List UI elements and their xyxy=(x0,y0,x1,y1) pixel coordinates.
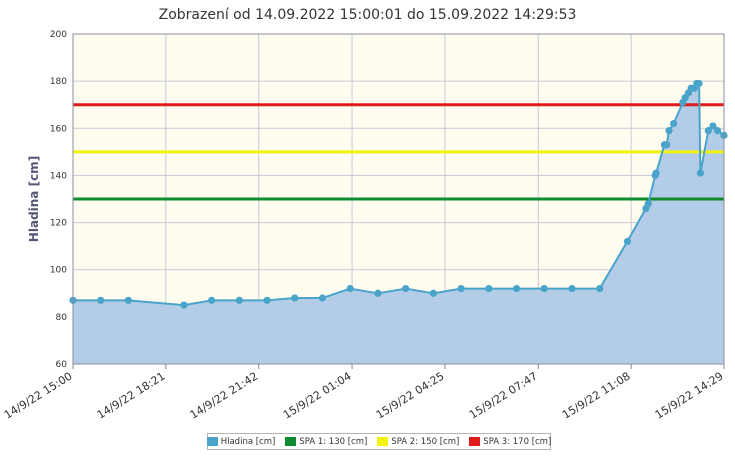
legend-swatch xyxy=(377,437,389,446)
data-point xyxy=(623,237,632,246)
data-point xyxy=(291,294,299,302)
x-tick-label: 15/9/22 04:25 xyxy=(374,370,447,422)
legend: Hladina [cm] SPA 1: 130 [cm] SPA 2: 150 [c… xyxy=(206,433,551,450)
data-point xyxy=(485,284,493,293)
data-point xyxy=(374,289,382,297)
data-point xyxy=(263,296,271,304)
x-tick-label: 15/9/22 01:04 xyxy=(281,370,354,422)
data-point xyxy=(665,127,673,135)
data-point xyxy=(695,79,703,88)
plot-border xyxy=(72,33,725,365)
data-point xyxy=(670,119,678,128)
y-tick-label: 160 xyxy=(50,124,67,134)
data-point xyxy=(429,289,437,297)
y-tick-label: 100 xyxy=(50,266,67,276)
data-markers xyxy=(69,79,728,309)
data-point xyxy=(652,169,660,177)
y-tick-label: 80 xyxy=(56,313,68,323)
data-point xyxy=(704,127,712,135)
legend-label: SPA 3: 170 [cm] xyxy=(483,436,552,447)
data-point xyxy=(568,284,576,293)
chart-title: Zobrazení od 14.09.2022 15:00:01 do 15.0… xyxy=(158,7,577,23)
data-point xyxy=(457,284,465,293)
y-tick-label: 60 xyxy=(56,360,68,370)
area-layer xyxy=(73,83,724,364)
data-point xyxy=(644,200,652,208)
data-point xyxy=(512,284,521,293)
legend-swatch xyxy=(469,437,481,446)
legend-label: SPA 2: 150 [cm] xyxy=(391,436,460,447)
data-point xyxy=(713,127,722,135)
y-tick-label: 180 xyxy=(50,77,67,87)
x-tick-label: 14/9/22 18:21 xyxy=(95,370,168,422)
y-axis-label: Hladina [cm] xyxy=(27,156,41,242)
data-point xyxy=(346,284,354,293)
y-axis: 60 80 100 120 140 160 180 200 xyxy=(50,30,67,370)
legend-item: Hladina [cm] xyxy=(206,436,276,447)
data-point xyxy=(540,284,548,293)
x-tick-label: 14/9/22 21:42 xyxy=(188,370,261,422)
x-tick-label: 14/9/22 15:00 xyxy=(2,370,75,422)
data-point xyxy=(318,294,327,302)
x-tick-label: 15/9/22 07:47 xyxy=(467,370,540,422)
legend-swatch xyxy=(285,437,297,446)
data-point xyxy=(402,284,410,293)
legend-label: Hladina [cm] xyxy=(220,436,276,447)
data-point xyxy=(124,296,133,304)
y-tick-label: 140 xyxy=(50,171,67,181)
x-tick-label: 15/9/22 11:08 xyxy=(560,370,633,422)
legend-label: SPA 1: 130 [cm] xyxy=(299,436,368,447)
x-axis: 14/9/22 15:00 14/9/22 18:21 14/9/22 21:42 1… xyxy=(2,364,726,422)
y-tick-label: 120 xyxy=(50,219,67,229)
data-point xyxy=(208,296,216,304)
legend-item: SPA 3: 170 [cm] xyxy=(469,437,551,447)
data-point xyxy=(709,122,717,130)
data-point xyxy=(663,141,671,149)
legend-item: SPA 2: 150 [cm] xyxy=(377,437,459,447)
y-tick-label: 200 xyxy=(50,30,67,40)
threshold-lines xyxy=(73,103,724,201)
legend-item: SPA 1: 130 [cm] xyxy=(285,437,367,447)
data-point xyxy=(696,169,705,177)
series-area xyxy=(73,83,724,364)
data-point xyxy=(97,296,105,304)
legend-swatch xyxy=(206,437,218,446)
data-point xyxy=(596,284,604,293)
x-tick-label: 15/9/22 14:29 xyxy=(653,370,726,422)
data-point xyxy=(235,296,243,304)
data-point xyxy=(180,301,188,309)
